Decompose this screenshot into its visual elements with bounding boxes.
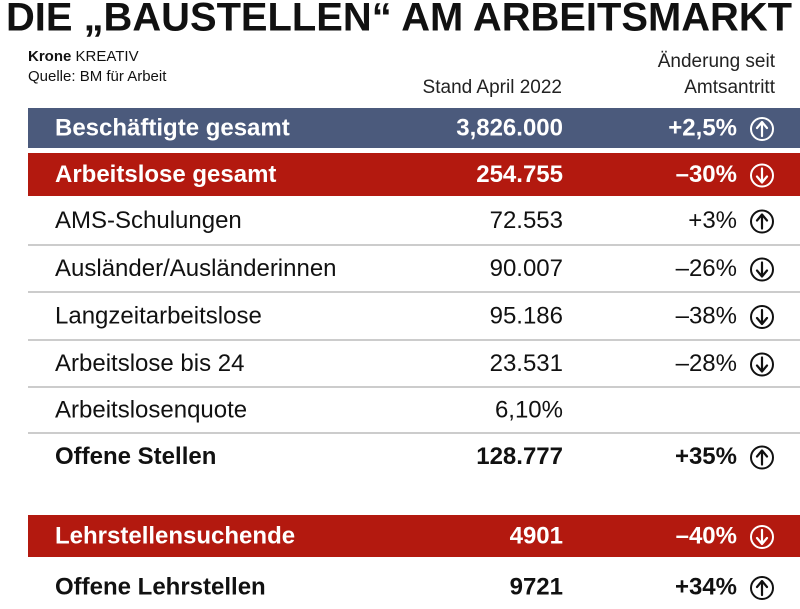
row-value: 72.553 [490,207,563,234]
row-value: 90.007 [490,255,563,282]
arrow-icon [755,120,769,138]
arrow-icon [755,167,769,184]
source: Quelle: BM für Arbeit [28,68,167,85]
arrow-icon-circle [750,352,774,377]
arrow-icon-circle [750,209,774,234]
arrow-icon-circle [750,576,774,600]
arrow-icon-circle [750,445,774,470]
column-header: Amtsantritt [684,77,776,98]
row-label: Offene Lehrstellen [55,573,266,600]
row-value: 23.531 [490,350,563,377]
brand: Krone KREATIV [28,48,139,65]
row-value: 95.186 [490,302,563,329]
row-label: Beschäftigte gesamt [55,114,290,141]
row-change: –30% [676,161,737,188]
row-label: Offene Stellen [55,443,216,470]
arrow-icon [755,528,769,546]
row-value: 254.755 [476,161,563,188]
row-value: 6,10% [495,396,563,423]
title: DIE „BAUSTELLEN“ AM ARBEITSMARKT [6,0,792,40]
row-change: +35% [675,443,737,470]
row-change: –38% [676,302,737,329]
brand-name: KREATIV [76,48,139,65]
row-value: 9721 [510,573,563,600]
row-label: Arbeitslosenquote [55,396,247,423]
row-label: Ausländer/Ausländerinnen [55,255,337,282]
row-label: Arbeitslose gesamt [55,161,276,188]
row-change: –28% [676,350,737,377]
arrow-icon-circle [750,305,774,329]
row-label: Arbeitslose bis 24 [55,350,244,377]
row-change: +34% [675,573,737,600]
arrow-icon [755,261,769,278]
brand-bold: Krone [28,48,71,65]
arrow-icon [755,213,769,230]
row-band [28,108,800,148]
row-band [28,515,800,557]
row-band [28,153,800,196]
arrow-icon [755,449,769,466]
arrow-icon-circle [750,163,774,188]
row-value: 128.777 [476,443,563,470]
arrow-icon-circle [750,257,774,282]
row-change: –40% [676,522,737,549]
row-value: 3,826.000 [456,114,563,141]
row-label: AMS-Schulungen [55,207,242,234]
row-change: +3% [688,207,737,234]
column-header: Änderung seit [658,51,776,72]
row-change: +2,5% [668,114,737,141]
arrow-icon-circle [750,525,774,549]
row-label: Langzeitarbeitslose [55,302,262,329]
arrow-icon [755,356,769,373]
row-label: Lehrstellensuchende [55,522,295,549]
column-header: Stand April 2022 [423,77,562,98]
arrow-icon-circle [750,117,774,141]
row-value: 4901 [510,522,563,549]
row-change: –26% [676,255,737,282]
arrow-icon [755,308,769,326]
arrow-icon [755,579,769,597]
